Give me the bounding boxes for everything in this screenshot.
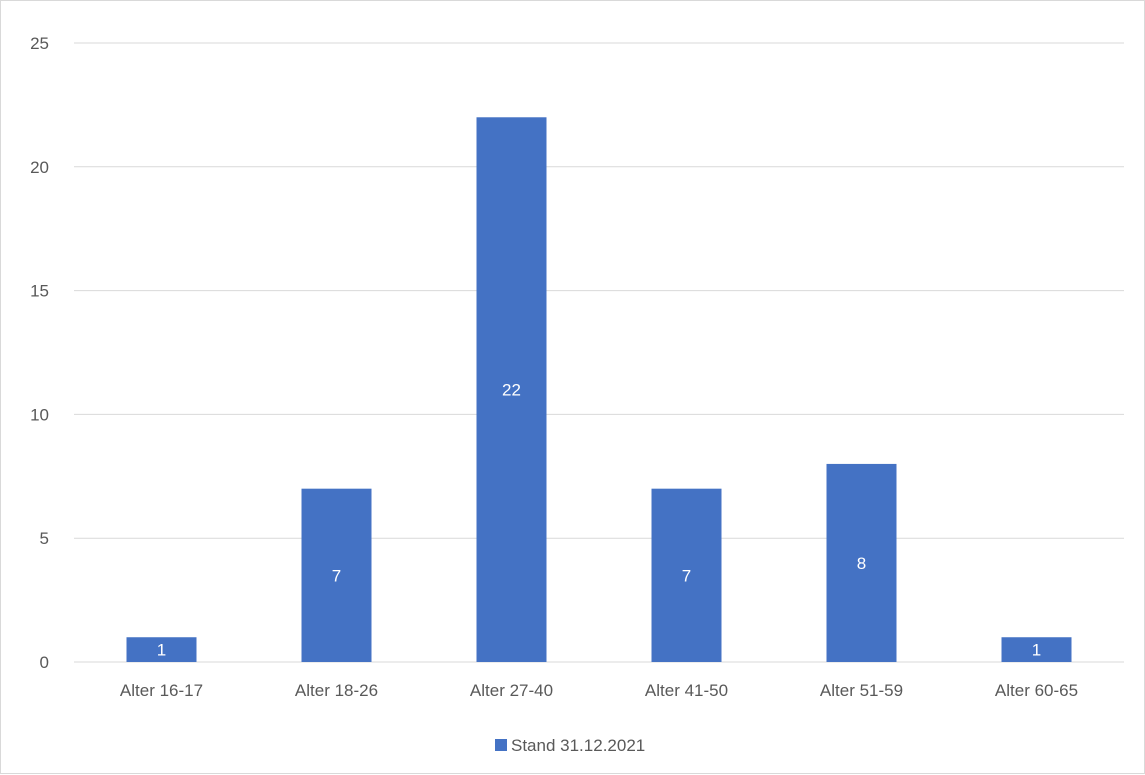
y-tick-label: 10 [30, 405, 49, 424]
data-label: 22 [502, 381, 521, 400]
data-label: 1 [1032, 641, 1041, 660]
gridlines [74, 42, 1124, 663]
legend-label: Stand 31.12.2021 [511, 736, 645, 755]
bars [126, 117, 1072, 662]
bar [476, 117, 547, 662]
x-tick-label: Alter 41-50 [645, 681, 728, 700]
x-tick-label: Alter 51-59 [820, 681, 903, 700]
bar [1001, 637, 1072, 662]
data-labels: 1 7 22 7 8 1 [157, 381, 1041, 660]
x-axis-ticks: Alter 16-17 Alter 18-26 Alter 27-40 Alter 4… [120, 681, 1078, 700]
x-tick-label: Alter 60-65 [995, 681, 1078, 700]
data-label: 8 [857, 554, 866, 573]
y-tick-label: 15 [30, 282, 49, 301]
data-label: 1 [157, 641, 166, 660]
legend: Stand 31.12.2021 [495, 736, 645, 755]
y-tick-label: 0 [40, 653, 49, 672]
bar [301, 488, 372, 662]
bar [126, 637, 197, 662]
x-tick-label: Alter 27-40 [470, 681, 553, 700]
legend-swatch [495, 739, 507, 751]
bar [651, 488, 722, 662]
y-axis-ticks: 0 5 10 15 20 25 [30, 34, 49, 672]
y-tick-label: 25 [30, 34, 49, 53]
y-tick-label: 5 [40, 529, 49, 548]
data-label: 7 [682, 566, 691, 585]
data-label: 7 [332, 566, 341, 585]
x-tick-label: Alter 16-17 [120, 681, 203, 700]
bar [826, 463, 897, 662]
y-tick-label: 20 [30, 158, 49, 177]
x-tick-label: Alter 18-26 [295, 681, 378, 700]
